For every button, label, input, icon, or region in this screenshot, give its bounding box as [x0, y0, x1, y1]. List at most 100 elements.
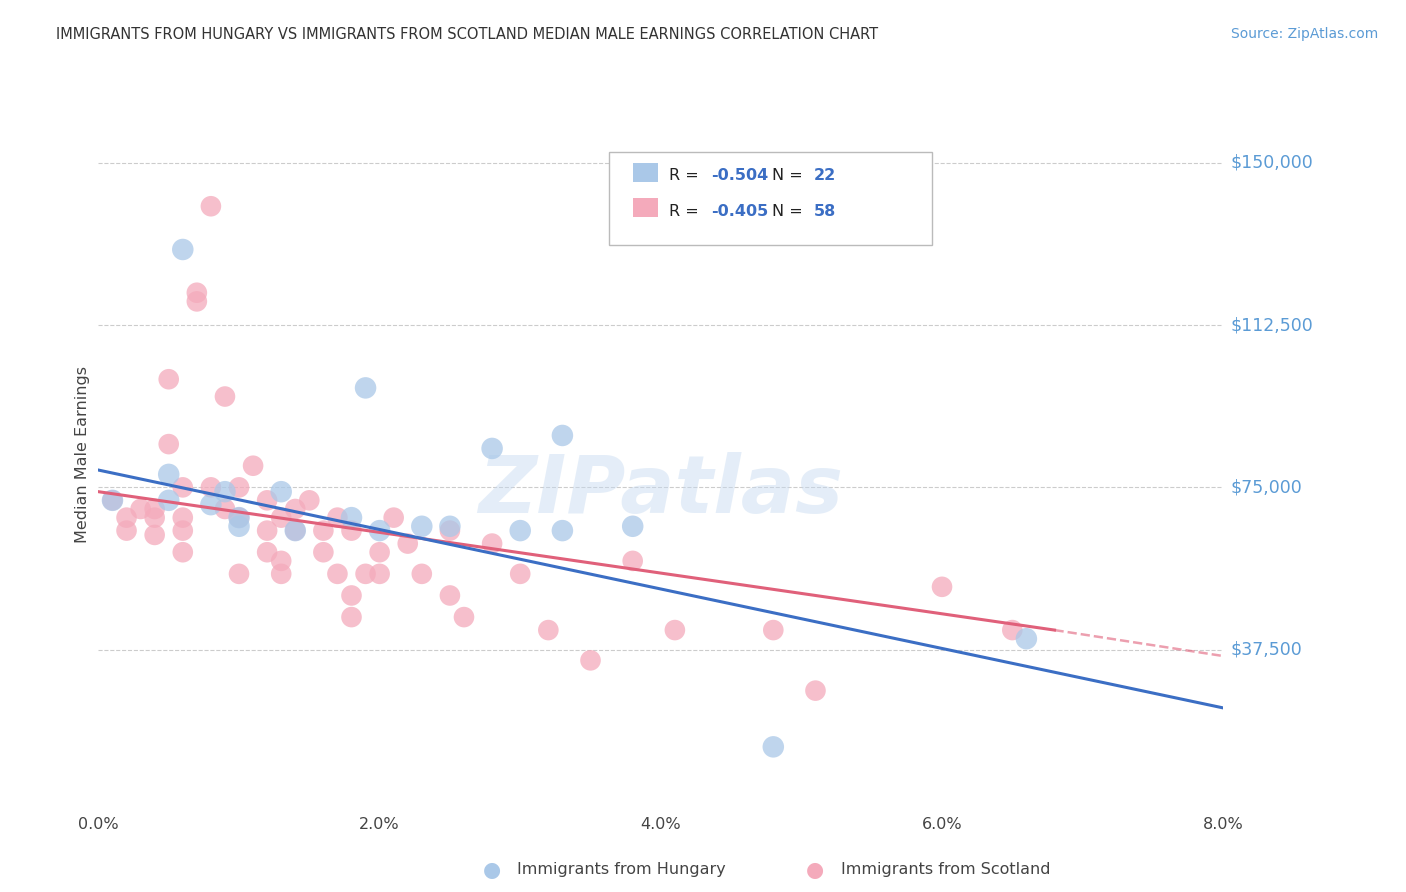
Point: [129, 502, 152, 516]
Point: [621, 519, 644, 533]
Point: [228, 480, 250, 494]
Point: [186, 285, 208, 300]
Point: [157, 437, 180, 451]
Text: N =: N =: [772, 169, 808, 183]
Point: [509, 524, 531, 538]
Text: Source: ZipAtlas.com: Source: ZipAtlas.com: [1230, 27, 1378, 41]
Point: [340, 510, 363, 524]
Point: [368, 566, 391, 581]
Text: 22: 22: [814, 169, 837, 183]
Point: [157, 372, 180, 386]
Point: [186, 294, 208, 309]
Point: [101, 493, 124, 508]
Point: [453, 610, 475, 624]
Text: -0.405: -0.405: [711, 203, 769, 219]
Point: [284, 524, 307, 538]
Point: [214, 502, 236, 516]
Point: [172, 524, 194, 538]
Text: ●: ●: [807, 860, 824, 880]
Point: [270, 484, 292, 499]
Text: R =: R =: [669, 169, 704, 183]
Point: [157, 467, 180, 482]
Point: [621, 554, 644, 568]
Point: [396, 536, 419, 550]
Point: [270, 554, 292, 568]
Point: [537, 623, 560, 637]
Point: [270, 510, 292, 524]
Point: [143, 502, 166, 516]
Point: [579, 653, 602, 667]
Point: [411, 519, 433, 533]
Point: [284, 524, 307, 538]
Text: $75,000: $75,000: [1230, 478, 1302, 496]
Text: ●: ●: [484, 860, 501, 880]
Point: [172, 510, 194, 524]
Point: [200, 199, 222, 213]
Point: [354, 566, 377, 581]
Text: ZIPatlas: ZIPatlas: [478, 451, 844, 530]
Point: [200, 480, 222, 494]
Point: [1015, 632, 1038, 646]
Point: [762, 623, 785, 637]
Point: [172, 243, 194, 257]
Text: $37,500: $37,500: [1230, 640, 1302, 658]
Point: [1001, 623, 1024, 637]
Point: [368, 524, 391, 538]
Text: $112,500: $112,500: [1230, 316, 1313, 334]
Text: $150,000: $150,000: [1230, 154, 1313, 172]
Point: [551, 428, 574, 442]
Point: [256, 524, 278, 538]
Text: R =: R =: [669, 203, 704, 219]
Point: [312, 545, 335, 559]
Point: [298, 493, 321, 508]
Point: [382, 510, 405, 524]
Point: [340, 589, 363, 603]
Point: [242, 458, 264, 473]
Point: [143, 528, 166, 542]
Point: [439, 524, 461, 538]
Point: [115, 510, 138, 524]
Point: [157, 493, 180, 508]
Point: [481, 442, 503, 456]
Point: [804, 683, 827, 698]
Point: [101, 493, 124, 508]
Text: N =: N =: [772, 203, 808, 219]
Point: [200, 498, 222, 512]
Point: [326, 510, 349, 524]
Text: IMMIGRANTS FROM HUNGARY VS IMMIGRANTS FROM SCOTLAND MEDIAN MALE EARNINGS CORRELA: IMMIGRANTS FROM HUNGARY VS IMMIGRANTS FR…: [56, 27, 879, 42]
Point: [228, 510, 250, 524]
Point: [481, 536, 503, 550]
Point: [340, 524, 363, 538]
Point: [143, 510, 166, 524]
Point: [354, 381, 377, 395]
Point: [228, 519, 250, 533]
Text: Immigrants from Scotland: Immigrants from Scotland: [841, 863, 1050, 877]
Point: [664, 623, 686, 637]
Point: [509, 566, 531, 581]
Point: [228, 566, 250, 581]
Text: Immigrants from Hungary: Immigrants from Hungary: [517, 863, 725, 877]
Point: [439, 519, 461, 533]
Point: [551, 524, 574, 538]
Y-axis label: Median Male Earnings: Median Male Earnings: [75, 367, 90, 543]
Point: [284, 502, 307, 516]
Point: [256, 545, 278, 559]
Point: [762, 739, 785, 754]
Point: [411, 566, 433, 581]
Point: [931, 580, 953, 594]
Point: [172, 480, 194, 494]
Point: [256, 493, 278, 508]
Point: [439, 589, 461, 603]
Text: -0.504: -0.504: [711, 169, 769, 183]
Point: [270, 566, 292, 581]
Point: [228, 510, 250, 524]
Point: [214, 484, 236, 499]
Point: [368, 545, 391, 559]
Point: [214, 390, 236, 404]
Point: [340, 610, 363, 624]
Point: [312, 524, 335, 538]
Point: [115, 524, 138, 538]
Text: 58: 58: [814, 203, 837, 219]
Point: [172, 545, 194, 559]
Point: [326, 566, 349, 581]
